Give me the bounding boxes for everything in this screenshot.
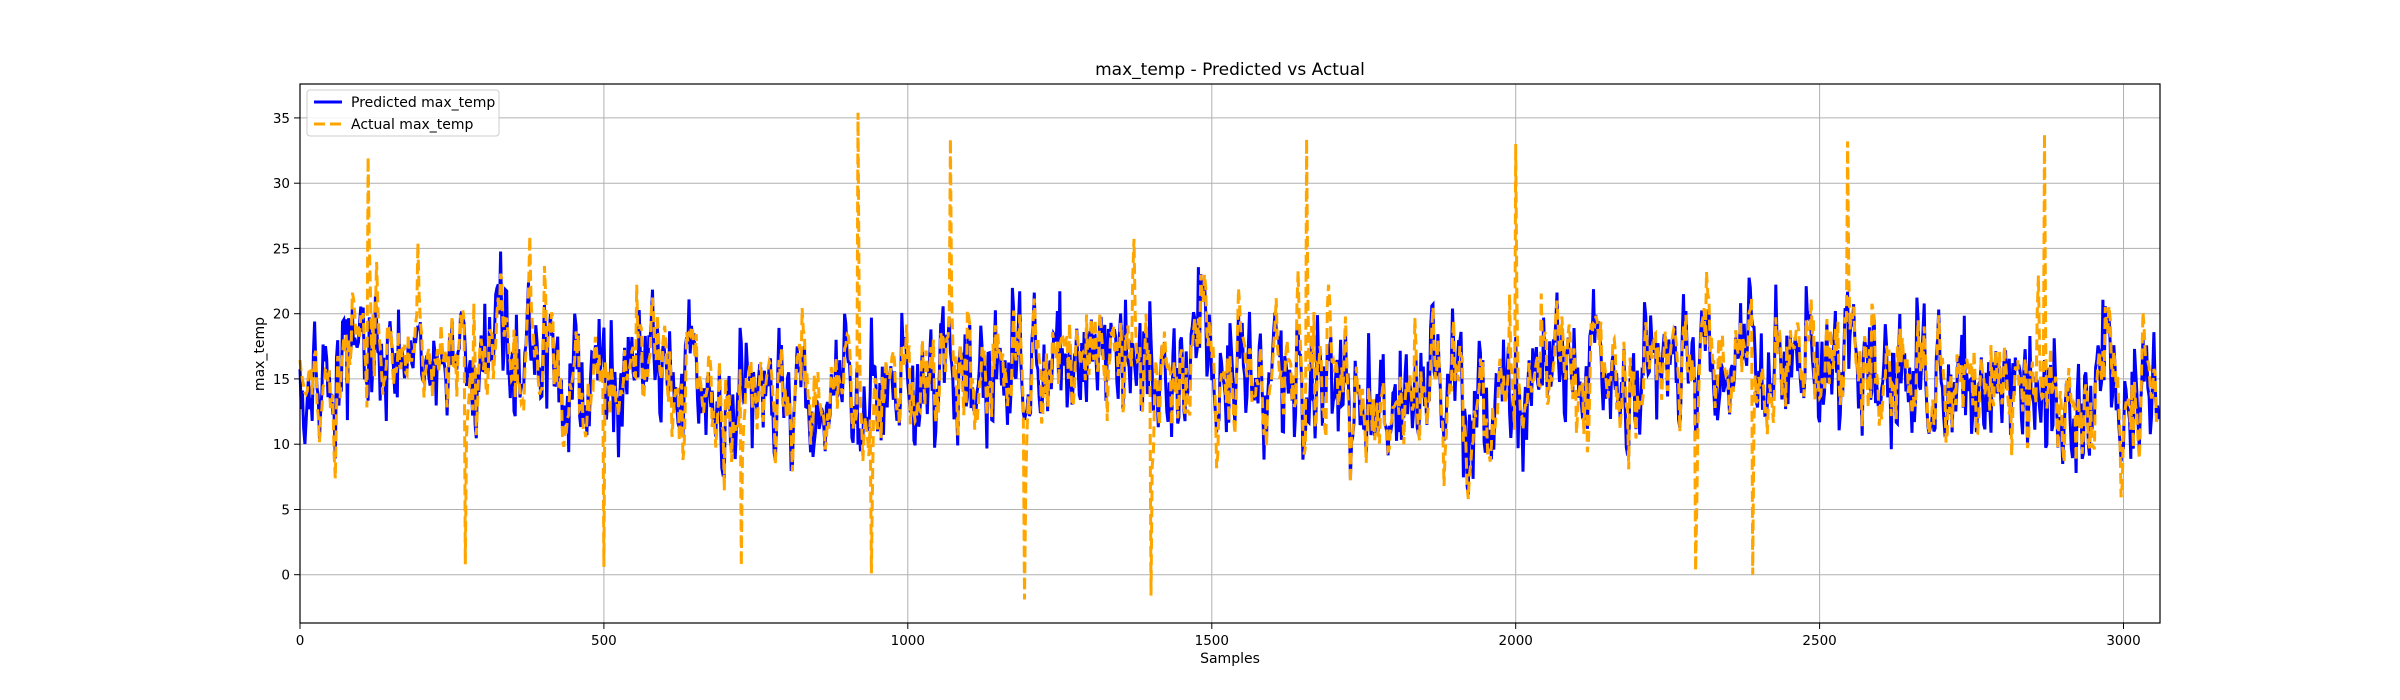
legend-label-actual: Actual max_temp [351, 117, 474, 133]
y-axis-label: max_temp [252, 317, 268, 391]
y-tick-label: 0 [281, 568, 290, 584]
y-tick-label: 25 [273, 241, 290, 257]
legend-box [306, 89, 500, 137]
x-tick-label: 2000 [1499, 633, 1533, 649]
legend-label-predicted: Predicted max_temp [351, 95, 495, 111]
x-tick-label: 1500 [1195, 633, 1229, 649]
series-layer [298, 112, 2161, 600]
legend: Predicted max_temp Actual max_temp [306, 89, 500, 137]
x-tick-label: 3000 [2106, 633, 2140, 649]
series-line-actual [298, 112, 2161, 600]
x-tick-label: 2500 [1802, 633, 1836, 649]
x-tick-label: 1000 [891, 633, 925, 649]
y-tick-label: 35 [273, 111, 290, 127]
x-tick-label: 500 [591, 633, 617, 649]
chart-title: max_temp - Predicted vs Actual [1095, 60, 1365, 80]
y-tick-label: 30 [273, 176, 290, 192]
axis-ticks: 0 500 1000 1500 2000 2500 3000 0 5 10 15 20 25 30 35 [273, 111, 2141, 649]
y-tick-label: 10 [273, 437, 290, 453]
y-tick-label: 15 [273, 372, 290, 388]
y-tick-label: 5 [281, 503, 290, 519]
x-axis-label: Samples [1200, 651, 1260, 667]
plot-frame [299, 83, 2161, 624]
y-tick-label: 20 [273, 307, 290, 323]
x-tick-label: 0 [296, 633, 305, 649]
